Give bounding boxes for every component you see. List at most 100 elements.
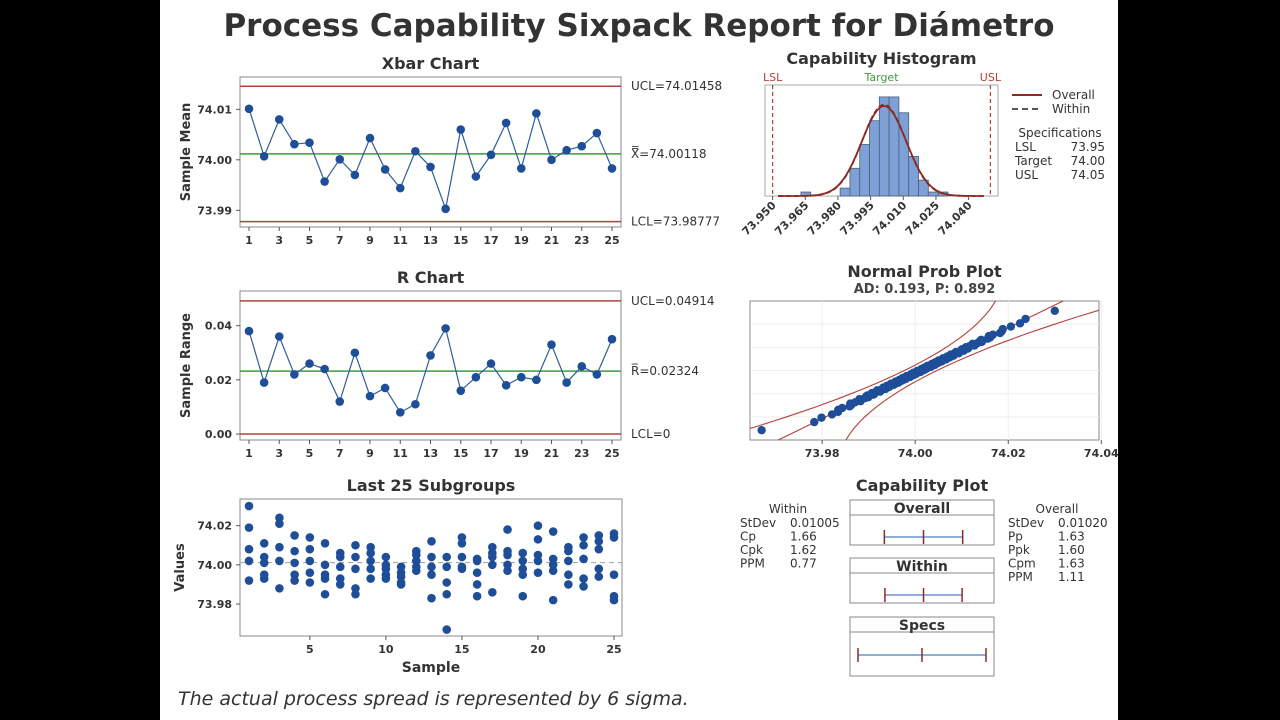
last25-point (320, 574, 330, 583)
last25-point (411, 550, 421, 560)
last25-point (533, 535, 543, 544)
last25-point (472, 580, 482, 589)
normprob-point (837, 403, 847, 413)
last25-point (275, 513, 284, 523)
rchart-point (305, 359, 314, 368)
rchart-point (320, 364, 329, 374)
normprob-title: Normal Prob Plot (847, 262, 1002, 281)
last25-point (457, 552, 467, 562)
xbar-point (592, 128, 602, 138)
last25-point (488, 560, 497, 570)
last25-point (533, 550, 543, 560)
histogram-title: Capability Histogram (786, 49, 976, 68)
rchart-ytick-label: 0.00 (205, 428, 232, 441)
rchart-point (501, 380, 511, 390)
report-page: Process Capability Sixpack Report for Di… (160, 0, 1118, 720)
xbar-point (411, 146, 420, 156)
histogram-bar (898, 112, 910, 197)
rchart-xtick-label: 11 (393, 447, 408, 460)
rchart-ucl-label: UCL=0.04914 (631, 294, 715, 308)
last25-ytick-label: 74.02 (197, 520, 232, 533)
last25-point (427, 552, 436, 562)
histogram-usl-label: USL (980, 71, 1002, 84)
histogram-xtick-label: 74.025 (903, 199, 942, 238)
last25-point (579, 574, 588, 583)
last25-point (290, 570, 299, 579)
rchart-chart: R Chart Sample Range UCL=0.04914 R̅=0.02324… (179, 268, 715, 460)
normprob-point (998, 324, 1007, 334)
last25-point (579, 540, 588, 550)
last25-point (503, 560, 512, 570)
capplot-panel (849, 616, 995, 677)
last25-ytick-label: 73.98 (197, 598, 232, 611)
xbar-xtick-label: 11 (393, 234, 408, 247)
normprob-ci-line (750, 301, 997, 430)
xbar-ucl-label: UCL=74.01458 (631, 79, 722, 93)
rchart-point (380, 383, 390, 393)
xbar-point (380, 165, 390, 174)
xbar-point (335, 155, 345, 164)
last25-point (351, 584, 360, 593)
last25-point (244, 576, 254, 585)
xbar-point (501, 118, 511, 128)
histogram-bar (908, 155, 919, 197)
histogram-xtick-label: 74.010 (870, 199, 909, 238)
last25-point (548, 527, 558, 536)
last25-point (411, 556, 421, 566)
xbar-ytick-label: 73.99 (197, 204, 232, 217)
last25-point (533, 568, 543, 577)
last25-point (351, 552, 360, 562)
last25-point (594, 572, 604, 581)
xbar-point (259, 151, 269, 161)
overall-stat-label: StDev (1008, 516, 1044, 530)
last25-point (518, 591, 528, 601)
last25-point (366, 574, 375, 583)
xbar-point (320, 177, 329, 186)
last25-plot-area (239, 498, 623, 637)
last25-point (366, 542, 375, 552)
xbar-point (305, 138, 314, 147)
normprob-point (757, 425, 766, 435)
normprob-point (976, 335, 986, 345)
xbar-xtick-label: 25 (604, 234, 619, 247)
capplot-panel-label: Overall (894, 501, 950, 517)
last25-title: Last 25 Subgroups (347, 476, 516, 495)
footnote: The actual process spread is represented… (178, 688, 689, 710)
xbar-center-label: X̿=74.00118 (631, 146, 707, 161)
histogram-bar (878, 96, 890, 197)
normprob-xtick-label: 74.04 (1084, 447, 1118, 460)
normprob-point (810, 417, 819, 427)
last25-point (290, 576, 299, 585)
xbar-xtick-label: 1 (245, 234, 253, 247)
histogram-bar (859, 144, 870, 197)
last25-point (594, 564, 604, 574)
last25-point (351, 564, 360, 574)
overall-stat-label: Cpm (1008, 557, 1036, 571)
last25-point (442, 625, 452, 634)
xbar-point (441, 204, 450, 214)
last25-point (335, 552, 345, 562)
rchart-xtick-label: 23 (574, 447, 589, 460)
xbar-point (562, 145, 571, 155)
last25-point (335, 580, 345, 589)
normprob-point (988, 330, 998, 339)
last25-chart: Last 25 Subgroups Sample Values 74.02 74.00 7… (173, 476, 623, 676)
last25-point (244, 556, 254, 566)
last25-point (533, 521, 543, 530)
last25-point (290, 558, 299, 568)
xbar-xtick-label: 13 (423, 234, 438, 247)
rchart-xtick-label: 3 (275, 447, 283, 460)
last25-point (548, 554, 558, 564)
within-stat-label: StDev (740, 516, 776, 530)
rchart-point (365, 391, 375, 401)
rchart-point (486, 359, 496, 368)
xbar-point (395, 183, 405, 193)
xbar-point (486, 150, 496, 160)
xbar-point (577, 141, 587, 151)
last25-point (320, 589, 330, 599)
xbar-point (532, 109, 541, 118)
last25-point (259, 558, 269, 568)
within-stat-label: PPM (740, 557, 765, 571)
histogram-bar (869, 120, 880, 197)
